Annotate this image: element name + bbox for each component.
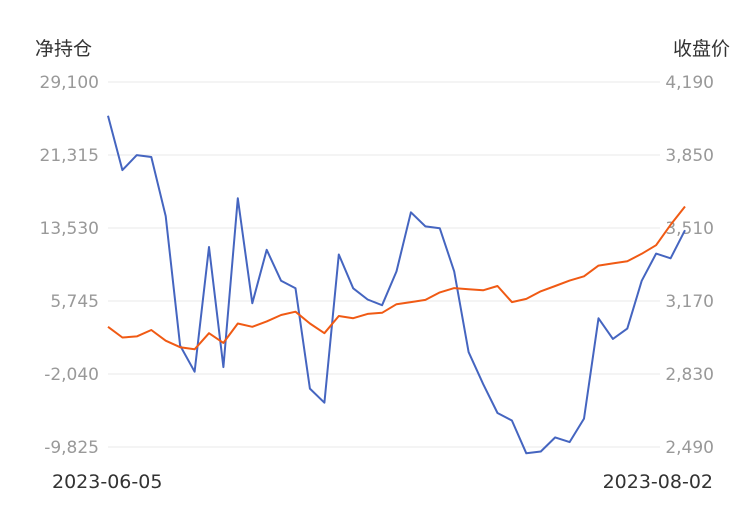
- left-tick-label: 29,100: [40, 73, 99, 93]
- x-start-date-label: 2023-06-05: [52, 471, 162, 493]
- x-end-date-label: 2023-08-02: [603, 471, 713, 493]
- right-tick-label: 2,490: [665, 438, 714, 458]
- right-tick-label: 2,830: [665, 365, 714, 385]
- left-tick-label: 21,315: [40, 146, 99, 166]
- right-tick-label: 3,850: [665, 146, 714, 166]
- series-lines: [107, 115, 686, 455]
- right-tick-label: 4,190: [665, 73, 714, 93]
- right-tick-label: 3,170: [665, 292, 714, 312]
- right-tick-label: 3,510: [665, 219, 714, 239]
- right-axis-title: 收盘价: [673, 38, 730, 60]
- right-axis-ticks: 4,190 3,850 3,510 3,170 2,830 2,490: [665, 73, 714, 458]
- left-tick-label: 5,745: [50, 292, 99, 312]
- left-tick-label: -9,825: [44, 438, 99, 458]
- left-tick-label: 13,530: [40, 219, 99, 239]
- left-axis-ticks: 29,100 21,315 13,530 5,745 -2,040 -9,825: [40, 73, 99, 458]
- left-axis-title: 净持仓: [35, 38, 92, 60]
- net-position-line: [107, 115, 686, 455]
- grid-lines: [108, 81, 660, 448]
- close-price-line: [107, 205, 686, 351]
- left-tick-label: -2,040: [44, 365, 99, 385]
